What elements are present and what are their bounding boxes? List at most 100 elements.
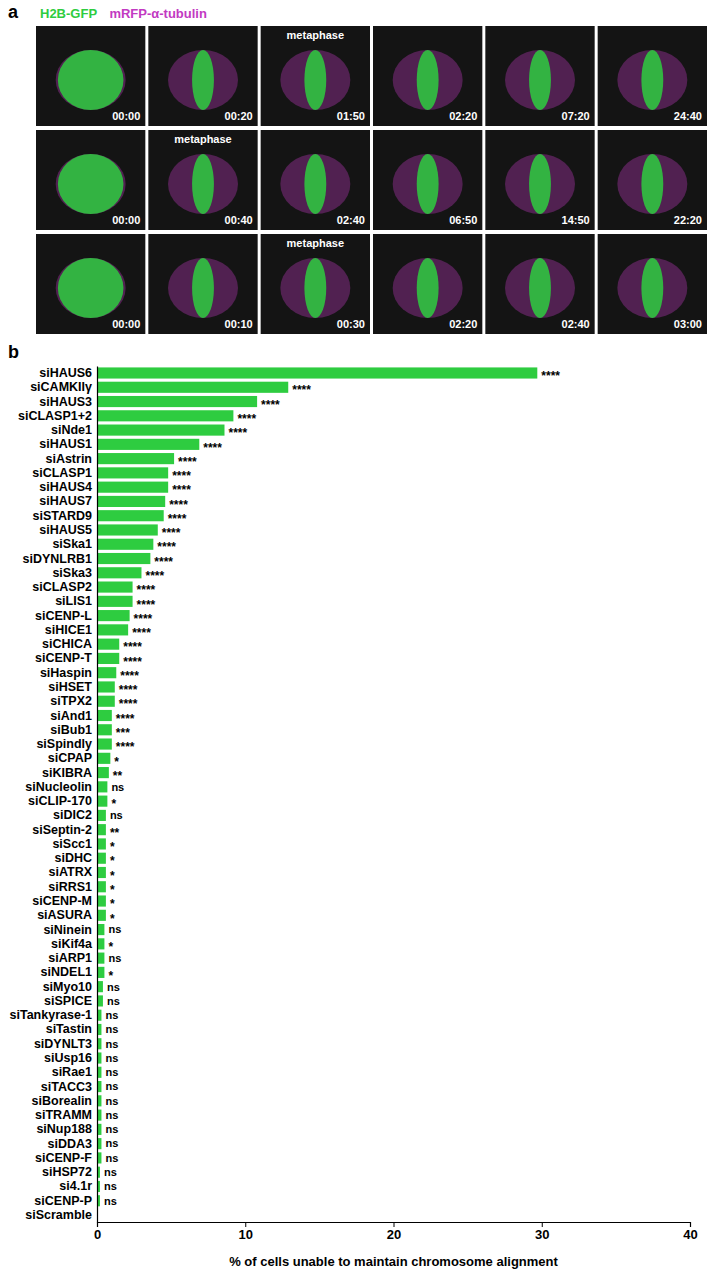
spindle-hint <box>280 258 350 318</box>
stage-label: metaphase <box>287 29 344 41</box>
bar <box>97 467 168 478</box>
y-tick-label: siDIC2 <box>53 808 92 822</box>
y-tick-label: siSka3 <box>52 566 92 580</box>
y-axis-line <box>97 367 98 1223</box>
y-tick: si4.1r <box>59 1179 92 1193</box>
spindle-hint <box>168 154 238 214</box>
x-tick-label: 10 <box>239 1227 253 1242</box>
spindle-hint <box>393 258 463 318</box>
frame-background <box>485 130 594 230</box>
y-tick-label: siNDEL1 <box>41 965 92 979</box>
timestamp: 03:00 <box>674 318 702 330</box>
y-tick: siDHC <box>54 851 92 865</box>
timestamp: 22:20 <box>674 214 702 226</box>
spindle-hint <box>617 154 687 214</box>
significance-label: ns <box>105 1137 118 1149</box>
significance-label: ns <box>104 1166 117 1178</box>
significance-label: ns <box>108 952 121 964</box>
bar <box>97 439 199 450</box>
frame-background <box>598 130 707 230</box>
chromatin-hint <box>529 154 551 214</box>
y-tick-label: siCAMKIIγ <box>30 380 92 394</box>
timestamp: 01:50 <box>337 110 365 122</box>
significance-label: * <box>110 897 115 911</box>
y-tick: siTastin <box>46 1022 92 1036</box>
y-tick: siHAUS7 <box>39 494 92 508</box>
spindle-hint <box>56 154 126 214</box>
chromatin-hint <box>192 258 214 318</box>
significance-label: **** <box>292 383 311 397</box>
frame: 07:20 <box>485 26 594 126</box>
y-tick: siSPICE <box>44 994 92 1008</box>
y-tick: siHAUS3 <box>39 395 92 409</box>
y-tick-label: siASURA <box>37 908 92 922</box>
significance-label: **** <box>137 598 156 612</box>
significance-label: ns <box>105 1038 118 1050</box>
y-tick: siAstrin <box>45 452 92 466</box>
y-tick-label: siHAUS1 <box>39 437 92 451</box>
y-tick: siCLASP2 <box>32 580 92 594</box>
frame: 00:00 <box>36 26 145 126</box>
x-tick: 10 <box>239 1222 253 1242</box>
y-tick: siHAUS5 <box>39 523 92 537</box>
channel-label: mRFP-α-tubulin <box>109 6 207 21</box>
spindle-hint <box>280 50 350 110</box>
timestamp: 02:20 <box>449 110 477 122</box>
channel-label: H2B-GFP <box>40 6 97 21</box>
bar <box>97 781 107 792</box>
bar <box>97 639 119 650</box>
y-tick-label: siCENP-M <box>32 894 92 908</box>
frame: 02:40 <box>485 234 594 334</box>
y-tick: siAnd1 <box>50 709 92 723</box>
bar <box>97 753 110 764</box>
frame-background <box>36 234 145 334</box>
y-tick: siNde1 <box>51 423 92 437</box>
timestamp: 02:40 <box>337 214 365 226</box>
y-tick-label: siHICE1 <box>45 623 92 637</box>
significance-label: ns <box>104 1180 117 1192</box>
frame-background <box>485 26 594 126</box>
significance-label: **** <box>116 712 135 726</box>
significance-label: **** <box>172 469 191 483</box>
y-tick-label: siCLASP1+2 <box>18 409 92 423</box>
significance-label: **** <box>172 483 191 497</box>
y-tick: siCLASP1 <box>32 466 92 480</box>
x-tick-label: 30 <box>535 1227 549 1242</box>
x-tick-label: 40 <box>683 1227 697 1242</box>
significance-label: **** <box>123 655 142 669</box>
significance-label: **** <box>119 683 138 697</box>
y-tick: siDIC2 <box>53 808 92 822</box>
timestamp: 00:00 <box>112 214 140 226</box>
bar <box>97 610 130 621</box>
y-tick: siSTARD9 <box>32 509 92 523</box>
y-axis: siHAUS6siCAMKIIγsiHAUS3siCLASP1+2siNde1s… <box>10 366 98 1223</box>
bar <box>97 881 106 892</box>
y-tick: siATRX <box>48 865 92 879</box>
frame-background <box>485 234 594 334</box>
y-tick-label: siSpindly <box>36 737 92 751</box>
y-tick-label: siAstrin <box>45 452 92 466</box>
bar <box>97 382 288 393</box>
significance-label: **** <box>237 412 256 426</box>
frame-background <box>598 234 707 334</box>
y-tick: siHSP72 <box>42 1165 92 1179</box>
y-tick: siNucleolin <box>25 780 92 794</box>
significance-label: * <box>110 854 115 868</box>
bar <box>97 853 106 864</box>
chromatin-hint <box>641 50 663 110</box>
y-tick-label: siHAUS6 <box>39 366 92 380</box>
chromatin-hint <box>304 50 326 110</box>
timestamp: 00:20 <box>225 110 253 122</box>
bar <box>97 724 112 735</box>
spindle-hint <box>280 154 350 214</box>
chromatin-hint <box>417 154 439 214</box>
y-tick-label: siDDA3 <box>48 1137 93 1151</box>
bar <box>97 425 224 436</box>
significance-labels: ****************************************… <box>104 369 560 1206</box>
spindle-hint <box>168 258 238 318</box>
significance-label: ns <box>105 1052 118 1064</box>
bar <box>97 867 106 878</box>
frame-background <box>148 26 257 126</box>
y-tick-label: siCLASP2 <box>32 580 92 594</box>
frame: 00:40metaphase <box>148 130 257 230</box>
